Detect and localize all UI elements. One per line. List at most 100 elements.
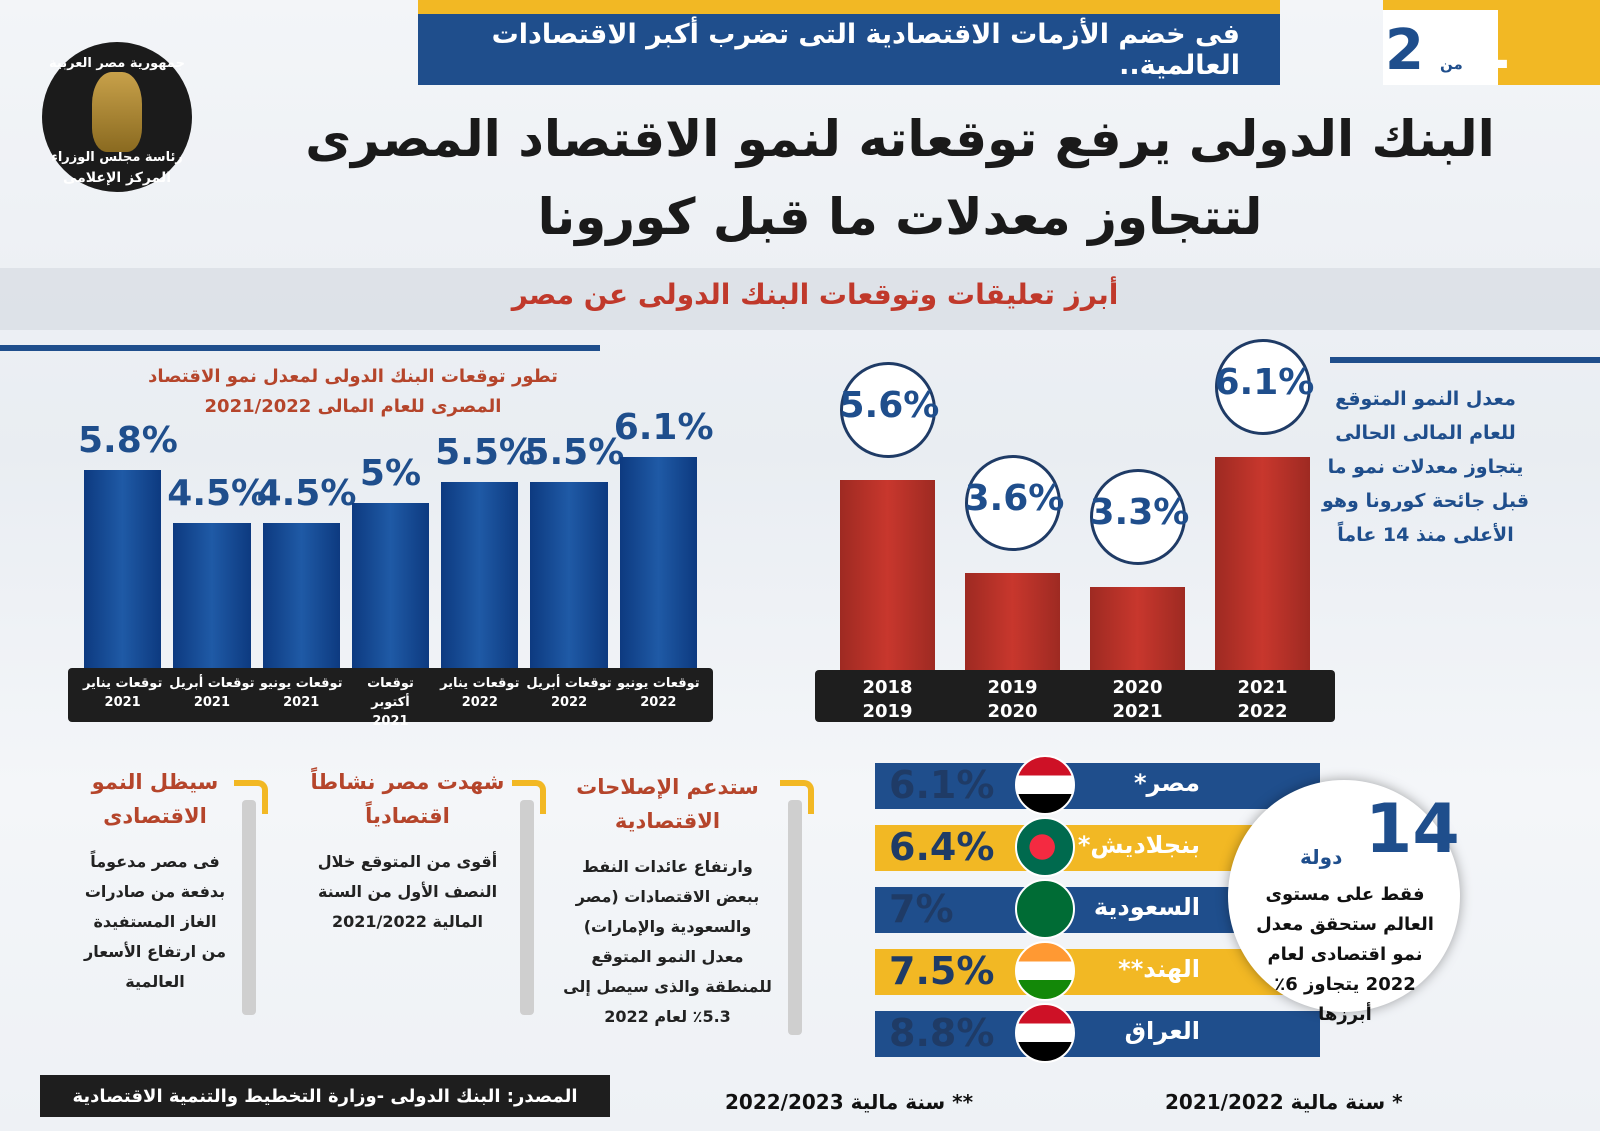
- logo-text: المركز الإعلامى: [62, 170, 172, 186]
- x-tick-label: توقعات أكتوبر 2021: [367, 676, 414, 729]
- bar: [530, 482, 608, 668]
- rule: [1330, 357, 1600, 363]
- banner: فى خضم الأزمات الاقتصادية التى تضرب أكبر…: [418, 0, 1280, 85]
- country-name: الهند**: [1118, 955, 1200, 983]
- source-text: المصدر: البنك الدولى -وزارة التخطيط والت…: [72, 1085, 578, 1107]
- value-label: 5%: [359, 452, 422, 494]
- point-body: فى مصر مدعوماً بدفعة من صادرات الغاز الم…: [84, 852, 226, 991]
- title: لتتجاوز معدلات ما قبل كورونا: [537, 188, 1263, 246]
- icon: [234, 780, 268, 814]
- label-circle: [1214, 338, 1311, 435]
- value-label: 4.5%: [167, 473, 268, 515]
- x-tick-label: 2021 2022: [1237, 677, 1288, 722]
- point-heading: شهدت مصر نشاطاً اقتصادياً: [310, 770, 505, 828]
- page-total: 2: [1385, 18, 1424, 83]
- flag: [1015, 1003, 1075, 1063]
- page-box: [1383, 0, 1600, 85]
- divider: [242, 800, 256, 1015]
- point: سيظل النمو الاقتصادى فى مصر مدعوماً بدفع…: [80, 765, 230, 997]
- source: المصدر: البنك الدولى -وزارة التخطيط والت…: [40, 1075, 610, 1117]
- x-tick-label: 2019 2020: [987, 677, 1038, 722]
- country-name: السعودية: [1093, 893, 1200, 921]
- chart: 2018 2019 5.6% 2019 2020 3.6% 2020 2021 3.3% 2…: [815, 338, 1335, 725]
- value-label: 3.3%: [1089, 491, 1190, 533]
- rule: [0, 345, 600, 351]
- logo-text: جمهورية مصر العربية: [49, 56, 185, 71]
- banner-text: فى خضم الأزمات الاقتصادية التى تضرب أكبر…: [491, 18, 1240, 81]
- country-value: 6.1%: [889, 763, 995, 807]
- x-tick-label: توقعات أبريل 2021: [169, 676, 255, 710]
- bar: [441, 482, 519, 668]
- country-value: 8.8%: [889, 1011, 995, 1055]
- value-label: 6.1%: [613, 407, 714, 449]
- point: ستدعم الإصلاحات الاقتصادية وارتفاع عائدا…: [560, 770, 775, 1032]
- point-heading: سيظل النمو الاقتصادى: [91, 770, 219, 828]
- growth-note: معدل النمو المتوقع للعام المالى الحالى ي…: [1321, 388, 1530, 546]
- subtitle-band: [0, 268, 1600, 330]
- bar: [351, 502, 430, 668]
- x-tick-label: توقعات يونيو 2021: [259, 676, 343, 710]
- title: البنك الدولى يرفع توقعاته لنمو الاقتصاد …: [305, 110, 1495, 168]
- bar: [262, 523, 340, 668]
- country-name: العراق: [1124, 1017, 1200, 1045]
- x-tick-label: توقعات أبريل 2022: [526, 676, 612, 710]
- flag: [1015, 755, 1075, 815]
- bar: [619, 457, 697, 668]
- bar: [173, 523, 251, 668]
- bar: [965, 572, 1060, 670]
- subtitle: أبرز تعليقات وتوقعات البنك الدولى عن مصر: [511, 278, 1119, 311]
- x-tick-label: توقعات يونيو 2022: [616, 676, 700, 710]
- count: 14: [1365, 790, 1460, 869]
- x-tick-label: 2018 2019: [862, 677, 913, 722]
- country-row: الهند** 7.5%: [875, 941, 1320, 1001]
- chart: توقعات يناير 2021 5.8% توقعات أبريل 2021 4.…: [68, 350, 714, 729]
- bar: [840, 479, 935, 670]
- category-band: [68, 668, 713, 722]
- x-tick-label: توقعات يناير 2022: [440, 676, 520, 710]
- country-row: العراق 8.8%: [875, 1003, 1320, 1063]
- country-value: 6.4%: [889, 825, 995, 869]
- logo: جمهورية مصر العربية رئاسة مجلس الوزراء ا…: [42, 42, 192, 192]
- count-unit: دولة: [1300, 845, 1343, 869]
- value-label: 4.5%: [256, 473, 357, 515]
- footnote: ** سنة مالية 2022/2023: [725, 1090, 974, 1114]
- label-circle: [964, 454, 1061, 551]
- country-name: مصر*: [1134, 769, 1200, 797]
- value-label: 6.1%: [1214, 361, 1315, 403]
- value-label: 5.5%: [524, 432, 625, 473]
- count-circle: [1228, 780, 1460, 1012]
- label-circle: [1089, 468, 1186, 565]
- point-body: وارتفاع عائدات النفط ببعض الاقتصادات (مص…: [563, 857, 772, 1026]
- flag: [1015, 817, 1075, 877]
- point: شهدت مصر نشاطاً اقتصادياً أقوى من المتوق…: [310, 765, 505, 937]
- value-label: 5.8%: [78, 419, 178, 461]
- flag: [1015, 879, 1075, 939]
- flag: [1015, 941, 1075, 1001]
- logo-text: رئاسة مجلس الوزراء: [51, 150, 183, 165]
- category-band: [815, 670, 1335, 722]
- bar: [84, 469, 162, 668]
- country-row: مصر* 6.1%: [875, 755, 1320, 815]
- point-body: أقوى من المتوقع خلال النصف الأول من السن…: [317, 852, 498, 931]
- icon: [780, 780, 814, 814]
- label-circle: [839, 361, 936, 458]
- page-current: 1: [1468, 10, 1512, 83]
- country-name: بنجلاديش*: [1077, 831, 1200, 859]
- page-of: من: [1440, 55, 1463, 73]
- country-value: 7%: [889, 887, 954, 931]
- footnote: * سنة مالية 2021/2022: [1165, 1090, 1403, 1114]
- logo-emblem: [92, 72, 142, 152]
- divider: [788, 800, 802, 1035]
- bar: [1215, 456, 1310, 670]
- chart-title: تطور توقعات البنك الدولى لمعدل نمو الاقت…: [148, 366, 558, 417]
- bar: [1090, 586, 1185, 670]
- x-tick-label: 2020 2021: [1112, 677, 1163, 722]
- country-value: 7.5%: [889, 949, 995, 993]
- icon: [512, 780, 546, 814]
- x-tick-label: توقعات يناير 2021: [82, 676, 163, 710]
- value-label: 3.6%: [964, 477, 1065, 519]
- point-heading: ستدعم الإصلاحات الاقتصادية: [576, 775, 759, 833]
- value-label: 5.6%: [839, 384, 940, 426]
- count-text: فقط على مستوى العالم ستحقق معدل نمو اقتص…: [1256, 884, 1434, 1025]
